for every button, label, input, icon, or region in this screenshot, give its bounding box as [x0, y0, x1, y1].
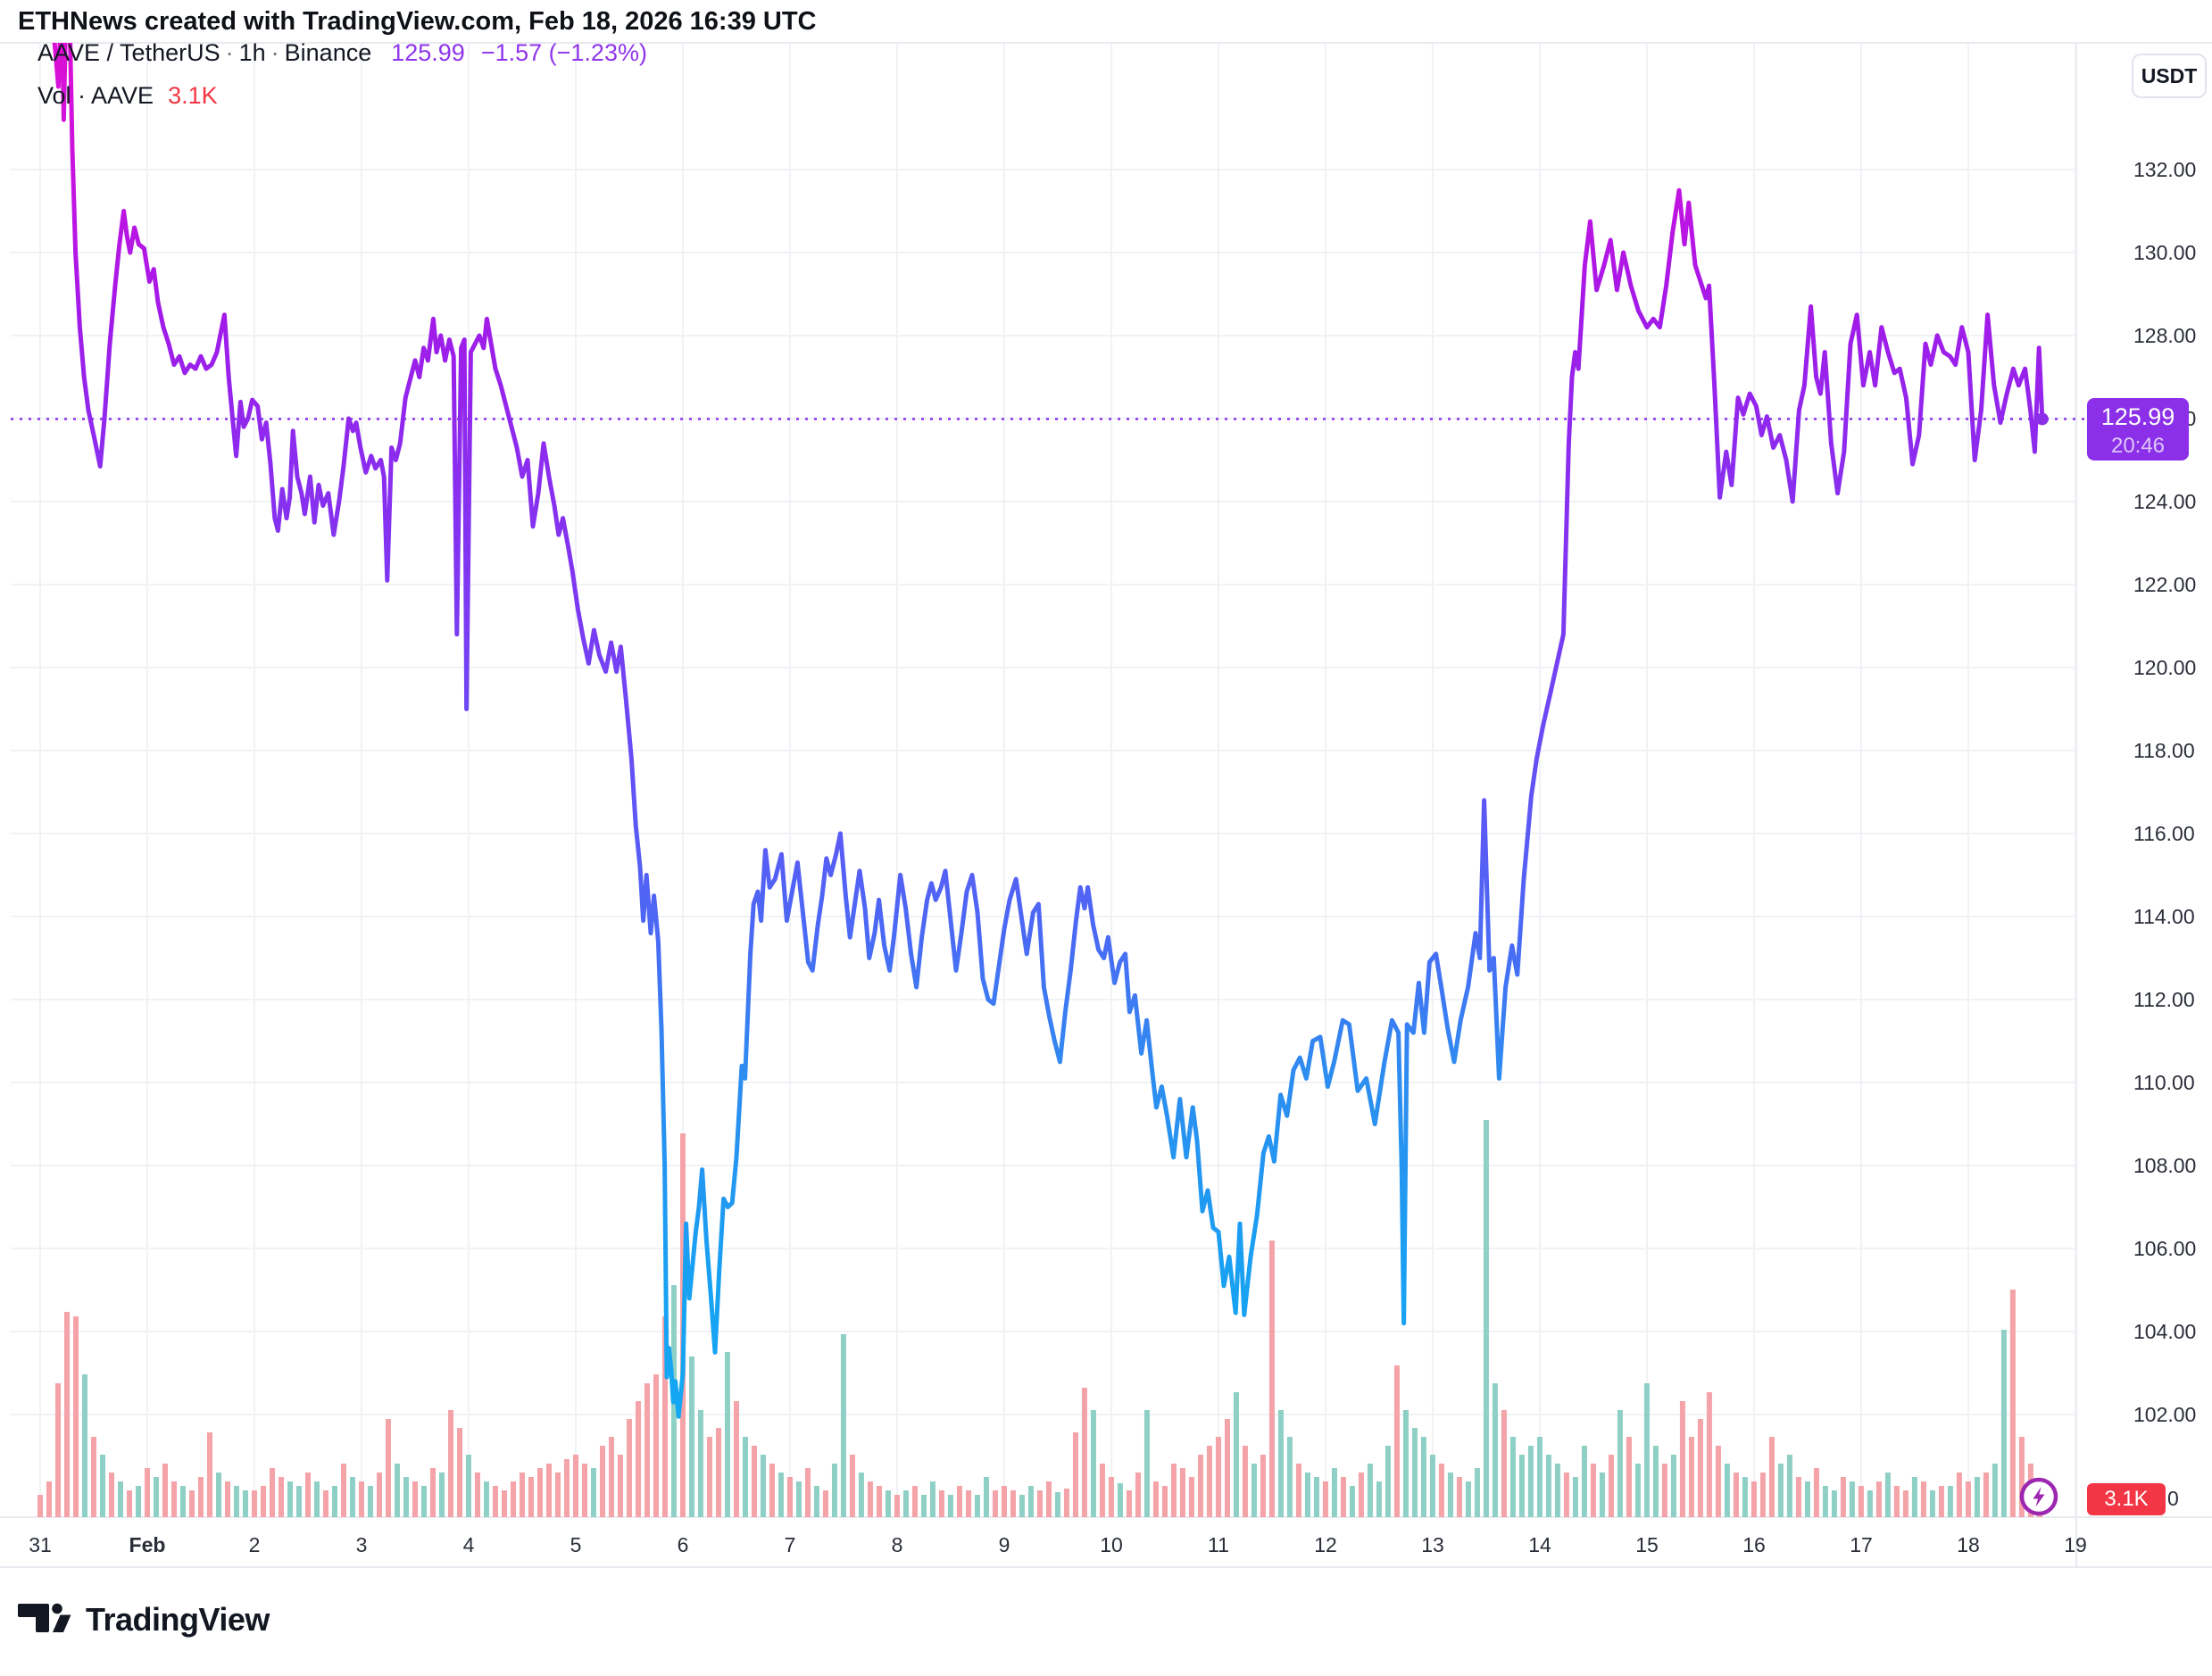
date-tick-label: 11 [1208, 1533, 1229, 1556]
date-tick-label: 31 [29, 1533, 52, 1556]
last-price-tag: 125.99 20:46 [2087, 398, 2189, 460]
lightning-bolt-glyph [2033, 1487, 2045, 1507]
legend-separator: · [225, 39, 234, 66]
date-tick-label: 7 [784, 1533, 796, 1556]
attribution-text: ETHNews created with TradingView.com, Fe… [18, 7, 817, 36]
tradingview-mark-icon [18, 1603, 71, 1632]
date-tick-label: 6 [677, 1533, 689, 1556]
last-price-value: 125.99 [2100, 403, 2175, 430]
date-tick-label: 9 [998, 1533, 1010, 1556]
date-tick-label: 16 [1742, 1533, 1766, 1556]
price-tick-label: 114.00 [2133, 905, 2195, 928]
date-tick-label: 10 [1100, 1533, 1123, 1556]
tradingview-wordmark: TradingView [86, 1601, 270, 1638]
price-tick-label: 116.00 [2133, 822, 2195, 845]
price-tick-label: 120.00 [2133, 656, 2197, 679]
volume-legend[interactable]: Vol · AAVE 3.1K [37, 82, 218, 110]
symbol-name: AAVE / TetherUS [37, 39, 220, 66]
price-tick-label: 106.00 [2133, 1237, 2197, 1260]
symbol-legend[interactable]: AAVE / TetherUS · 1h · Binance 125.99 −1.57 (−… [37, 39, 647, 67]
price-tick-label: 122.00 [2133, 573, 2197, 596]
legend-change: −1.57 (−1.23%) [480, 39, 647, 66]
price-tick-label: 102.00 [2133, 1403, 2197, 1426]
volume-histogram [37, 1120, 2042, 1517]
date-tick-label: 17 [1850, 1533, 1873, 1556]
price-tick-label: 118.00 [2133, 739, 2195, 762]
date-tick-label: 14 [1528, 1533, 1551, 1556]
date-tick-label: 8 [891, 1533, 903, 1556]
tradingview-logo[interactable]: TradingView [18, 1600, 270, 1639]
date-tick-label: 15 [1635, 1533, 1659, 1556]
price-tick-label: 130.00 [2133, 241, 2197, 264]
volume-zero-label: 0 [2167, 1487, 2179, 1510]
date-tick-label: 12 [1314, 1533, 1337, 1556]
legend-separator: · [270, 39, 279, 66]
date-tick-label: 18 [1957, 1533, 1980, 1556]
currency-unit-button[interactable]: USDT [2132, 54, 2207, 98]
exchange-label: Binance [284, 39, 372, 66]
realtime-flash-icon[interactable] [2017, 1475, 2060, 1518]
date-tick-label: 4 [462, 1533, 475, 1556]
legend-last-price: 125.99 [391, 39, 465, 66]
price-tick-label: 104.00 [2133, 1320, 2197, 1343]
date-tick-label: 5 [570, 1533, 582, 1556]
interval-label: 1h [238, 39, 266, 66]
grid-lines [11, 43, 2076, 1517]
last-volume-tag: 3.1K [2087, 1483, 2166, 1515]
price-tick-label: 112.00 [2133, 988, 2195, 1011]
price-tick-label: 132.00 [2133, 158, 2197, 181]
date-tick-label: 2 [248, 1533, 261, 1556]
price-tick-label: 128.00 [2133, 324, 2197, 347]
date-tick-label: Feb [129, 1533, 166, 1556]
price-tick-label: 108.00 [2133, 1154, 2197, 1177]
volume-value: 3.1K [168, 82, 218, 109]
price-tick-label: 110.00 [2133, 1071, 2195, 1094]
volume-label: Vol · AAVE [37, 82, 154, 109]
date-tick-label: 19 [2064, 1533, 2087, 1556]
bar-countdown: 20:46 [2110, 433, 2166, 458]
date-tick-label: 13 [1421, 1533, 1444, 1556]
date-tick-label: 3 [355, 1533, 368, 1556]
price-line [52, 43, 2045, 1419]
price-tick-label: 124.00 [2133, 490, 2197, 513]
last-price-dot [2035, 412, 2049, 426]
